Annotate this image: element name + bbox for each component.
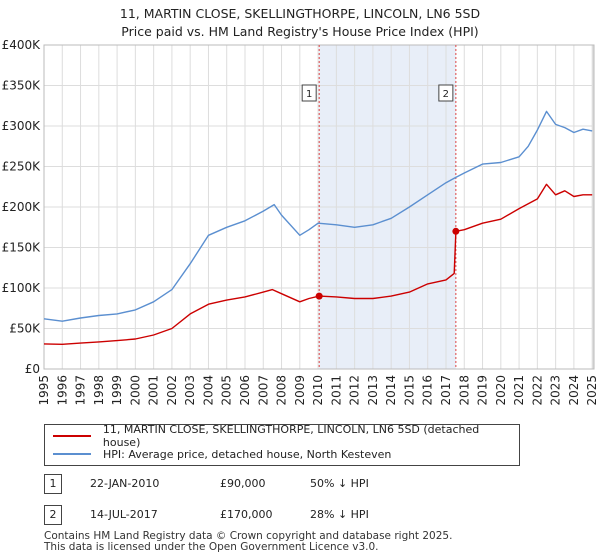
x-tick-label: 1998	[92, 375, 106, 406]
x-tick-label: 2000	[128, 375, 142, 406]
x-tick-label: 2016	[421, 375, 435, 406]
chart-subtitle: Price paid vs. HM Land Registry's House …	[121, 24, 479, 39]
x-tick-label: 2010	[311, 375, 325, 406]
x-tick-label: 2025	[585, 375, 599, 406]
sale-date-1: 22-JAN-2010	[90, 477, 160, 490]
x-tick-label: 2015	[402, 375, 416, 406]
sale-box-label-2: 2	[443, 89, 449, 100]
x-tick-label: 2001	[147, 375, 161, 406]
sale-badge-2: 2	[44, 505, 62, 525]
x-tick-label: 2017	[439, 375, 453, 406]
x-tick-label: 1995	[37, 375, 51, 406]
legend-price-swatch	[53, 435, 91, 437]
legend-item-price: 11, MARTIN CLOSE, SKELLINGTHORPE, LINCOL…	[53, 423, 519, 449]
sale-row-1: 1 22-JAN-2010 £90,000 50% ↓ HPI	[44, 474, 464, 494]
y-tick-label: £100K	[2, 281, 42, 295]
legend-item-hpi: HPI: Average price, detached house, Nort…	[53, 446, 391, 462]
sale-hpi-1: 50% ↓ HPI	[310, 477, 369, 490]
footer-licence: This data is licensed under the Open Gov…	[44, 541, 379, 553]
legend-hpi-label: HPI: Average price, detached house, Nort…	[103, 447, 392, 461]
sale-date-2: 14-JUL-2017	[90, 508, 158, 521]
sale-price-2: £170,000	[220, 508, 273, 521]
x-tick-label: 2009	[293, 375, 307, 406]
sale-row-2: 2 14-JUL-2017 £170,000 28% ↓ HPI	[44, 505, 464, 525]
x-tick-label: 2013	[366, 375, 380, 406]
y-tick-label: £150K	[2, 241, 42, 255]
x-tick-label: 2022	[530, 375, 544, 406]
sale-box-2	[438, 84, 454, 102]
y-tick-label: £400K	[2, 38, 42, 52]
x-tick-label: 2019	[476, 375, 490, 406]
legend-hpi-swatch	[53, 453, 91, 455]
sale-hpi-2: 28% ↓ HPI	[310, 508, 369, 521]
y-tick-label: £300K	[2, 119, 42, 133]
x-tick-label: 1997	[74, 375, 88, 406]
x-tick-label: 2024	[567, 375, 581, 406]
x-tick-label: 2004	[201, 375, 215, 406]
x-tick-label: 2018	[457, 375, 471, 406]
x-tick-label: 1996	[55, 375, 69, 406]
sale-box-1	[301, 84, 317, 102]
y-tick-label: £0	[25, 362, 40, 376]
x-tick-label: 2008	[275, 375, 289, 406]
x-tick-label: 2021	[512, 375, 526, 406]
y-tick-label: £200K	[2, 200, 42, 214]
sale-price-1: £90,000	[220, 477, 266, 490]
x-tick-label: 2020	[494, 375, 508, 406]
x-tick-label: 2023	[549, 375, 563, 406]
x-tick-label: 2014	[384, 375, 398, 406]
x-tick-label: 2005	[220, 375, 234, 406]
footer-copyright: Contains HM Land Registry data © Crown c…	[44, 530, 453, 542]
sale-box-label-1: 1	[306, 89, 312, 100]
sale-point-2	[452, 227, 460, 235]
sale-point-1	[315, 292, 323, 300]
x-tick-label: 2003	[183, 375, 197, 406]
x-tick-label: 1999	[110, 375, 124, 406]
x-tick-label: 2011	[329, 375, 343, 406]
hpi-series-line	[43, 110, 593, 322]
x-tick-label: 2012	[348, 375, 362, 406]
y-tick-label: £250K	[2, 160, 42, 174]
x-tick-label: 2006	[238, 375, 252, 406]
y-tick-label: £350K	[2, 79, 42, 93]
price-series-line	[43, 183, 593, 345]
legend: 11, MARTIN CLOSE, SKELLINGTHORPE, LINCOL…	[44, 423, 520, 466]
y-tick-label: £50K	[9, 322, 41, 336]
price-chart: £0 £50K £100K £150K £200K £250K £300K £350K £400…	[2, 38, 600, 406]
sale-badge-1: 1	[44, 474, 62, 494]
x-tick-label: 2002	[165, 375, 179, 406]
chart-title: 11, MARTIN CLOSE, SKELLINGTHORPE, LINCOL…	[119, 6, 481, 21]
legend-price-label: 11, MARTIN CLOSE, SKELLINGTHORPE, LINCOL…	[102, 423, 480, 449]
x-tick-label: 2007	[256, 375, 270, 406]
